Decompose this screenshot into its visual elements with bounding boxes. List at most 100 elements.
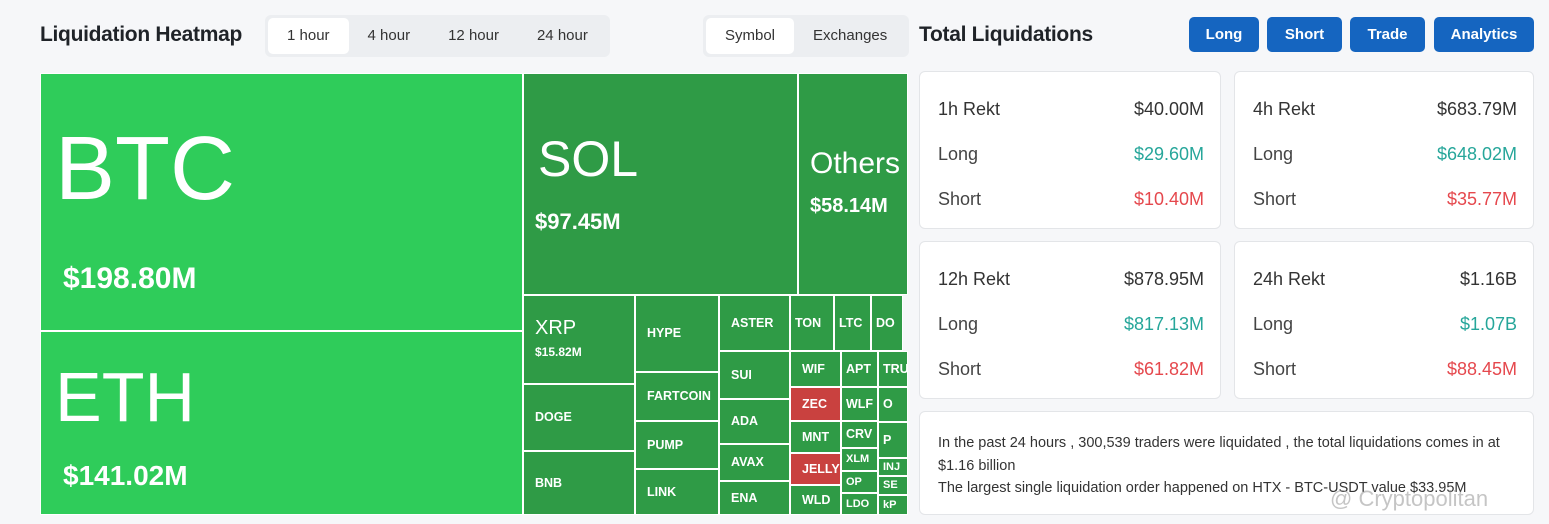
heatmap-cell[interactable]: kP (878, 495, 908, 515)
time-tab[interactable]: 4 hour (367, 27, 411, 44)
heatmap-cell[interactable]: TON (790, 295, 834, 351)
total: $40.00M (1133, 99, 1204, 119)
heatmap-cell[interactable]: WLD (790, 485, 841, 515)
cell-value: $15.82M (535, 345, 582, 359)
heatmap-cell[interactable]: FARTCOIN (635, 372, 719, 421)
view-tab[interactable]: Exchanges (813, 27, 888, 44)
heatmap-cell[interactable]: ADA (719, 399, 790, 444)
cell-label: BNB (535, 475, 563, 490)
cell-label: BTC (55, 119, 235, 219)
card-row: Short $88.45M (1253, 359, 1517, 380)
cell-label: ETH (55, 358, 195, 436)
cell-label: TRU (883, 361, 908, 376)
heatmap-cell[interactable]: XLM (841, 448, 878, 471)
card-row: Long $817.13M (938, 314, 1204, 335)
short: $10.40M (1133, 189, 1204, 209)
heatmap: BTC $198.80M ETH $141.02M SOL $97.45M Others $5… (40, 73, 908, 515)
heatmap-cell[interactable]: JELLY (790, 453, 841, 485)
cell-label: ZEC (802, 396, 827, 411)
cell-label: ASTER (731, 315, 774, 330)
cell-label: SE (883, 479, 898, 491)
heatmap-cell[interactable]: OP (841, 471, 878, 493)
long: $817.13M (1123, 314, 1204, 334)
card-row: 4h Rekt $683.79M (1253, 99, 1517, 120)
heatmap-cell[interactable]: ASTER (719, 295, 790, 351)
heatmap-cell[interactable]: P (878, 422, 908, 458)
cell-label: DOGE (535, 410, 572, 425)
card-row: 24h Rekt $1.16B (1253, 269, 1517, 290)
total: $1.16B (1459, 269, 1517, 289)
action-button[interactable]: Trade (1350, 17, 1425, 52)
time-tab[interactable]: 1 hour (268, 18, 349, 54)
heatmap-cell[interactable]: ENA (719, 481, 790, 515)
action-button[interactable]: Long (1189, 17, 1259, 52)
card-row: Long $1.07B (1253, 314, 1517, 335)
cell-label: PUMP (647, 437, 684, 452)
heatmap-cell[interactable]: XRP $15.82M (523, 295, 635, 384)
heatmap-cell[interactable]: DO (871, 295, 903, 351)
heatmap-cell[interactable]: ETH $141.02M (40, 331, 523, 515)
cell-label: ENA (731, 490, 758, 505)
cell-label: XRP (535, 317, 577, 339)
rekt-card: 24h Rekt $1.16B Long $1.07B Short $88.45M (1234, 241, 1534, 399)
cell-label: TON (795, 315, 822, 330)
heatmap-cell[interactable]: BTC $198.80M (40, 73, 523, 331)
heatmap-cell[interactable]: TRU (878, 351, 908, 387)
cell-label: JELLY (802, 461, 840, 476)
heatmap-cell[interactable]: SOL $97.45M (523, 73, 798, 295)
heatmap-cell[interactable]: APT (841, 351, 878, 387)
note-line: In the past 24 hours , 300,539 traders w… (938, 435, 1500, 474)
short-label: Short (1253, 359, 1297, 379)
view-tab[interactable]: Symbol (706, 18, 795, 54)
cell-label: HYPE (647, 326, 682, 341)
cell-value: $198.80M (63, 262, 197, 295)
cell-label: LDO (846, 497, 870, 510)
card-row: Short $61.82M (938, 359, 1204, 380)
cell-label: DO (876, 315, 895, 330)
watermark: @ Cryptopolitan (1330, 486, 1489, 511)
heatmap-cell[interactable]: AVAX (719, 444, 790, 481)
cell-label: XLM (846, 453, 870, 465)
heatmap-cell[interactable]: SE (878, 476, 908, 495)
view-tabs: Symbol Exchanges (703, 15, 910, 57)
card-row: Long $29.60M (938, 144, 1204, 165)
time-tab[interactable]: 12 hour (448, 27, 499, 44)
heatmap-cell[interactable]: BNB (523, 451, 635, 515)
cell-label: P (883, 432, 892, 447)
cell-value: $141.02M (63, 460, 188, 491)
cell-value: $97.45M (535, 209, 621, 234)
heatmap-cell[interactable]: PUMP (635, 421, 719, 469)
heatmap-cell[interactable]: O (878, 387, 908, 422)
title: 24h Rekt (1253, 269, 1326, 289)
long-label: Long (1253, 314, 1294, 334)
title: 4h Rekt (1253, 99, 1316, 119)
cell-label: FARTCOIN (647, 389, 711, 404)
cell-label: WLF (846, 396, 874, 411)
heatmap-cell[interactable]: HYPE (635, 295, 719, 372)
cell-label: AVAX (731, 455, 764, 470)
action-button[interactable]: Short (1267, 17, 1342, 52)
card-row: Short $35.77M (1253, 189, 1517, 210)
heatmap-cell[interactable]: MNT (790, 421, 841, 453)
long: $29.60M (1133, 144, 1204, 164)
card-row: Short $10.40M (938, 189, 1204, 210)
heatmap-cell[interactable]: DOGE (523, 384, 635, 451)
short-label: Short (1253, 189, 1297, 209)
time-tab[interactable]: 24 hour (536, 27, 588, 44)
heatmap-cell[interactable]: CRV (841, 421, 878, 448)
summary-title: Total Liquidations (919, 23, 1093, 46)
action-button[interactable]: Analytics (1434, 17, 1534, 52)
heatmap-title: Liquidation Heatmap (40, 23, 242, 46)
heatmap-cell[interactable]: LDO (841, 493, 878, 515)
heatmap-cell[interactable]: SUI (719, 351, 790, 399)
heatmap-cell[interactable]: LTC (834, 295, 871, 351)
title: 12h Rekt (938, 269, 1011, 289)
heatmap-cell[interactable]: ZEC (790, 387, 841, 421)
heatmap-cell[interactable]: INJ (878, 458, 908, 476)
heatmap-cell[interactable]: Others $58.14M (798, 73, 908, 295)
heatmap-cell[interactable]: LINK (635, 469, 719, 515)
heatmap-cell[interactable]: WLF (841, 387, 878, 421)
heatmap-cell[interactable]: WIF (790, 351, 841, 387)
cell-label: INJ (883, 460, 901, 473)
cell-label: O (883, 397, 893, 412)
